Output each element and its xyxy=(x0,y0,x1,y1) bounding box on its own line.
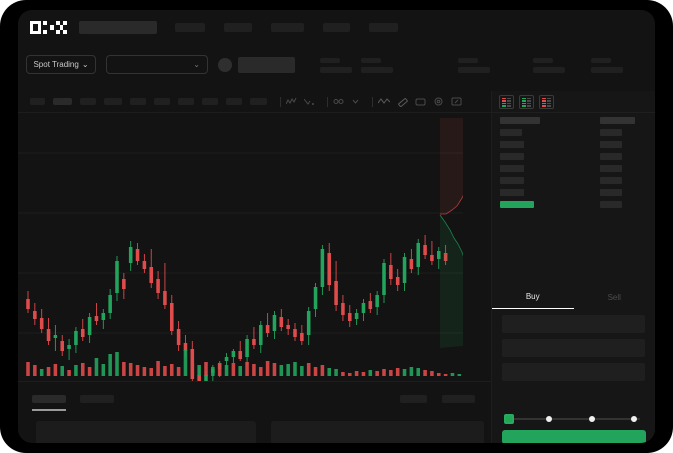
order-book-panel xyxy=(491,91,655,285)
slider-stop-75[interactable] xyxy=(631,416,637,422)
pair-last-price xyxy=(238,57,295,73)
fullscreen-icon[interactable] xyxy=(451,97,462,106)
order-book-row[interactable] xyxy=(500,165,524,172)
chart-gridlines xyxy=(18,152,463,334)
timeframe-6[interactable] xyxy=(178,98,194,105)
timeframe-2[interactable] xyxy=(80,98,96,105)
chevron-down-icon: ⌄ xyxy=(193,60,200,69)
timeframe-7[interactable] xyxy=(202,98,218,105)
toolbar-divider xyxy=(372,96,373,107)
timeframe-0[interactable] xyxy=(30,98,45,105)
tab-sell[interactable]: Sell xyxy=(607,292,621,302)
timeframe-3[interactable] xyxy=(104,98,122,105)
timeframe-1[interactable] xyxy=(53,98,72,105)
order-price-input[interactable] xyxy=(502,315,645,333)
order-total-input[interactable] xyxy=(502,363,645,381)
search-input[interactable] xyxy=(79,20,157,34)
nav-item-0[interactable] xyxy=(175,22,205,32)
order-book-row[interactable] xyxy=(500,201,534,208)
order-book-bids-column[interactable] xyxy=(500,117,540,213)
orders-section xyxy=(18,381,491,443)
orderbook-mode-both[interactable] xyxy=(499,95,514,109)
order-book-asks-column[interactable] xyxy=(600,117,635,213)
nav-item-3[interactable] xyxy=(323,22,350,32)
order-book-row[interactable] xyxy=(600,117,635,124)
toolbar-divider xyxy=(327,96,328,107)
market-type-label: Spot Trading xyxy=(33,60,79,69)
order-book-mode-switcher xyxy=(492,91,655,109)
pair-select-dropdown[interactable]: ⌄ xyxy=(106,55,208,74)
stat-group-3 xyxy=(533,58,565,73)
orders-action-1[interactable] xyxy=(442,395,475,403)
order-book-row[interactable] xyxy=(500,117,540,124)
line-chart-icon[interactable] xyxy=(378,97,390,106)
toolbar-divider xyxy=(280,96,281,107)
order-book-divider xyxy=(492,112,655,113)
screen: Spot Trading ⌄ ⌄ xyxy=(18,10,655,443)
chevron-down-icon[interactable] xyxy=(351,97,360,106)
slider-track xyxy=(508,418,640,420)
orderbook-mode-bids[interactable] xyxy=(519,95,534,109)
settings-icon[interactable] xyxy=(333,97,344,106)
camera-icon[interactable] xyxy=(415,97,426,106)
order-book-row[interactable] xyxy=(500,141,524,148)
nav-item-1[interactable] xyxy=(224,22,252,32)
market-type-dropdown[interactable]: Spot Trading ⌄ xyxy=(26,55,96,74)
volume-series xyxy=(26,350,462,376)
nav-item-2[interactable] xyxy=(271,22,304,32)
order-book-row[interactable] xyxy=(600,129,622,136)
indicator-icon[interactable] xyxy=(286,97,297,106)
stat-group-0 xyxy=(320,58,352,73)
orders-tab-underline xyxy=(32,409,66,411)
slider-stop-50[interactable] xyxy=(589,416,595,422)
stat-group-2 xyxy=(458,58,490,73)
candlestick-chart-svg xyxy=(18,152,463,381)
okx-logo-icon[interactable] xyxy=(30,20,67,34)
tab-buy[interactable]: Buy xyxy=(492,285,574,309)
timeframe-9[interactable] xyxy=(250,98,267,105)
pair-avatar xyxy=(218,58,232,72)
compare-icon[interactable] xyxy=(304,97,315,106)
order-book-row[interactable] xyxy=(500,189,524,196)
orders-tab-0[interactable] xyxy=(32,395,66,403)
trade-side-tabs: Buy Sell xyxy=(492,285,655,309)
nav-item-4[interactable] xyxy=(369,22,398,32)
trade-panel: Buy Sell xyxy=(491,285,655,443)
order-book-row[interactable] xyxy=(600,201,622,208)
order-amount-input[interactable] xyxy=(502,339,645,357)
stat-group-1 xyxy=(361,58,393,73)
order-book-row[interactable] xyxy=(600,189,622,196)
orders-panel-right xyxy=(271,421,484,443)
order-book-row[interactable] xyxy=(600,141,622,148)
orders-tab-1[interactable] xyxy=(80,395,114,403)
orders-panel-left xyxy=(36,421,256,443)
price-chart[interactable] xyxy=(18,113,463,381)
top-nav xyxy=(18,10,655,44)
timeframe-5[interactable] xyxy=(154,98,170,105)
target-icon[interactable] xyxy=(433,97,444,106)
stat-group-4 xyxy=(591,58,623,73)
orders-action-0[interactable] xyxy=(400,395,427,403)
pair-header: Spot Trading ⌄ ⌄ xyxy=(18,44,655,91)
candlestick-series xyxy=(26,235,448,381)
chevron-down-icon: ⌄ xyxy=(81,60,89,69)
orderbook-mode-asks[interactable] xyxy=(539,95,554,109)
timeframe-8[interactable] xyxy=(226,98,242,105)
slider-handle[interactable] xyxy=(504,414,514,424)
order-book-row[interactable] xyxy=(600,153,622,160)
order-book-row[interactable] xyxy=(500,153,524,160)
amount-slider[interactable] xyxy=(504,413,644,425)
slider-stop-25[interactable] xyxy=(546,416,552,422)
order-book-row[interactable] xyxy=(600,177,622,184)
order-book-row[interactable] xyxy=(500,129,522,136)
submit-order-button[interactable] xyxy=(502,430,646,443)
ruler-icon[interactable] xyxy=(397,97,408,107)
order-book-row[interactable] xyxy=(600,165,622,172)
timeframe-4[interactable] xyxy=(130,98,146,105)
order-book-row[interactable] xyxy=(500,177,524,184)
